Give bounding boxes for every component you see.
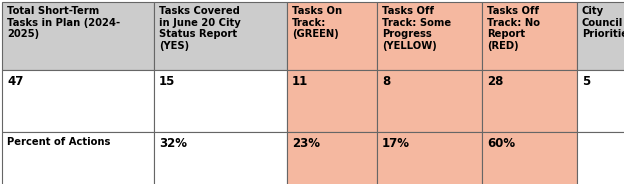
Bar [154, 2, 287, 70]
Text: 8: 8 [382, 75, 390, 88]
Bar [377, 2, 482, 70]
Text: Tasks On
Track:
(GREEN): Tasks On Track: (GREEN) [292, 6, 342, 39]
Text: 5: 5 [582, 75, 590, 88]
Text: Percent of Actions: Percent of Actions [7, 137, 110, 147]
Bar [482, 70, 577, 132]
Bar [154, 70, 287, 132]
Bar [377, 70, 482, 132]
Text: 28: 28 [487, 75, 504, 88]
Text: 60%: 60% [487, 137, 515, 150]
Bar [287, 70, 377, 132]
Bar [577, 2, 624, 70]
Text: 11: 11 [292, 75, 308, 88]
Text: 23%: 23% [292, 137, 320, 150]
Text: 15: 15 [159, 75, 175, 88]
Bar [2, 2, 154, 70]
Text: Total Short-Term
Tasks in Plan (2024-
2025): Total Short-Term Tasks in Plan (2024- 20… [7, 6, 120, 39]
Bar [577, 132, 624, 184]
Bar [154, 132, 287, 184]
Text: Tasks Off
Track: No
Report
(RED): Tasks Off Track: No Report (RED) [487, 6, 540, 51]
Text: 47: 47 [7, 75, 23, 88]
Text: 32%: 32% [159, 137, 187, 150]
Bar [482, 2, 577, 70]
Bar [287, 2, 377, 70]
Bar [577, 70, 624, 132]
Bar [377, 132, 482, 184]
Bar [482, 132, 577, 184]
Text: Tasks Off
Track: Some
Progress
(YELLOW): Tasks Off Track: Some Progress (YELLOW) [382, 6, 451, 51]
Text: 17%: 17% [382, 137, 410, 150]
Bar [287, 132, 377, 184]
Text: City
Council
Priorities: City Council Priorities [582, 6, 624, 39]
Bar [2, 70, 154, 132]
Bar [2, 132, 154, 184]
Text: Tasks Covered
in June 20 City
Status Report
(YES): Tasks Covered in June 20 City Status Rep… [159, 6, 241, 51]
